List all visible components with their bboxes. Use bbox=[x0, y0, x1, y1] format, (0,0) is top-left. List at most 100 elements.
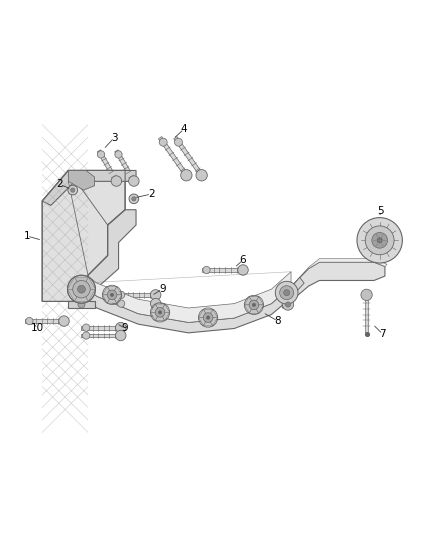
Polygon shape bbox=[102, 295, 112, 303]
Circle shape bbox=[283, 299, 293, 310]
Circle shape bbox=[377, 238, 382, 243]
Polygon shape bbox=[102, 287, 112, 295]
Polygon shape bbox=[74, 277, 88, 289]
Circle shape bbox=[78, 285, 85, 293]
Text: 2: 2 bbox=[148, 189, 155, 199]
Circle shape bbox=[129, 194, 139, 204]
Circle shape bbox=[150, 289, 161, 300]
Polygon shape bbox=[81, 283, 291, 333]
Circle shape bbox=[159, 138, 167, 146]
Text: 9: 9 bbox=[122, 324, 128, 334]
Circle shape bbox=[117, 291, 125, 298]
Polygon shape bbox=[254, 305, 264, 313]
Polygon shape bbox=[81, 277, 95, 289]
Circle shape bbox=[115, 151, 122, 158]
Circle shape bbox=[158, 311, 162, 314]
Polygon shape bbox=[117, 293, 155, 297]
Circle shape bbox=[82, 324, 90, 332]
Polygon shape bbox=[81, 272, 291, 322]
Polygon shape bbox=[201, 268, 243, 272]
Polygon shape bbox=[68, 302, 95, 308]
Polygon shape bbox=[198, 309, 208, 318]
Polygon shape bbox=[288, 259, 387, 290]
Polygon shape bbox=[150, 304, 160, 312]
Polygon shape bbox=[107, 295, 117, 303]
Polygon shape bbox=[117, 302, 155, 305]
Text: 7: 7 bbox=[379, 329, 386, 339]
Text: 6: 6 bbox=[240, 255, 246, 265]
Polygon shape bbox=[112, 287, 122, 295]
Circle shape bbox=[155, 308, 165, 317]
Polygon shape bbox=[68, 171, 95, 190]
Polygon shape bbox=[159, 136, 188, 176]
Polygon shape bbox=[155, 304, 165, 312]
Circle shape bbox=[71, 188, 75, 192]
Polygon shape bbox=[150, 312, 160, 321]
Circle shape bbox=[116, 322, 126, 333]
Text: 9: 9 bbox=[159, 284, 166, 294]
Polygon shape bbox=[81, 289, 95, 301]
Polygon shape bbox=[160, 312, 170, 321]
Polygon shape bbox=[42, 171, 125, 302]
Circle shape bbox=[196, 169, 207, 181]
Polygon shape bbox=[249, 296, 259, 305]
Polygon shape bbox=[244, 305, 254, 313]
Circle shape bbox=[181, 169, 192, 181]
Polygon shape bbox=[208, 309, 218, 318]
Circle shape bbox=[361, 289, 372, 301]
Circle shape bbox=[174, 138, 183, 146]
Circle shape bbox=[280, 286, 293, 300]
Polygon shape bbox=[155, 312, 165, 321]
Circle shape bbox=[111, 176, 122, 187]
Circle shape bbox=[203, 313, 213, 322]
Polygon shape bbox=[160, 304, 170, 312]
Text: 4: 4 bbox=[181, 124, 187, 134]
Circle shape bbox=[286, 302, 290, 307]
Circle shape bbox=[129, 176, 139, 187]
Polygon shape bbox=[244, 296, 254, 305]
Polygon shape bbox=[97, 150, 118, 182]
Circle shape bbox=[203, 266, 210, 273]
Circle shape bbox=[284, 289, 290, 296]
Circle shape bbox=[73, 280, 90, 298]
Circle shape bbox=[150, 298, 161, 309]
Circle shape bbox=[116, 330, 126, 341]
Circle shape bbox=[365, 226, 394, 255]
Circle shape bbox=[357, 217, 403, 263]
Circle shape bbox=[372, 232, 388, 248]
Polygon shape bbox=[203, 309, 213, 318]
Circle shape bbox=[276, 281, 298, 304]
Polygon shape bbox=[254, 296, 264, 305]
Polygon shape bbox=[67, 277, 81, 289]
Polygon shape bbox=[283, 277, 304, 308]
Text: 5: 5 bbox=[377, 206, 384, 216]
Polygon shape bbox=[115, 150, 136, 182]
Polygon shape bbox=[81, 326, 121, 329]
Polygon shape bbox=[288, 262, 385, 304]
Circle shape bbox=[78, 301, 85, 308]
Polygon shape bbox=[208, 318, 218, 326]
Text: 10: 10 bbox=[31, 324, 44, 334]
Text: 2: 2 bbox=[57, 180, 63, 189]
Polygon shape bbox=[203, 318, 213, 326]
Polygon shape bbox=[74, 289, 88, 301]
Polygon shape bbox=[249, 305, 259, 313]
Circle shape bbox=[67, 275, 95, 303]
Polygon shape bbox=[198, 318, 208, 326]
Text: 1: 1 bbox=[24, 231, 30, 241]
Circle shape bbox=[252, 303, 256, 306]
Circle shape bbox=[26, 318, 33, 325]
Circle shape bbox=[97, 151, 105, 158]
Polygon shape bbox=[67, 289, 81, 301]
Text: 8: 8 bbox=[275, 316, 281, 326]
Polygon shape bbox=[88, 210, 136, 302]
Circle shape bbox=[110, 293, 114, 297]
Polygon shape bbox=[25, 319, 64, 323]
Polygon shape bbox=[42, 171, 136, 205]
Polygon shape bbox=[174, 136, 203, 176]
Circle shape bbox=[107, 290, 117, 300]
Circle shape bbox=[249, 300, 259, 310]
Polygon shape bbox=[81, 334, 121, 337]
Polygon shape bbox=[365, 295, 368, 334]
Circle shape bbox=[132, 197, 136, 201]
